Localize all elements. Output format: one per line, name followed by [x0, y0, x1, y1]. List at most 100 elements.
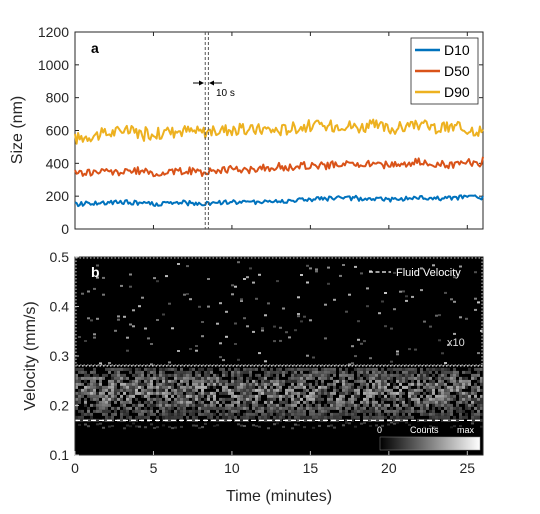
heatmap-cell [387, 403, 390, 407]
heatmap-cell [369, 379, 372, 383]
heatmap-cell-sparse [444, 291, 447, 294]
heatmap-cell [132, 388, 135, 392]
heatmap-cell [174, 388, 177, 392]
heatmap-cell [321, 418, 324, 422]
heatmap-cell [129, 388, 132, 392]
heatmap-cell [96, 382, 99, 386]
heatmap-cell [168, 373, 171, 377]
heatmap-cell [423, 406, 426, 410]
heatmap-cell [189, 373, 192, 377]
heatmap-cell [222, 415, 225, 419]
heatmap-cell [285, 406, 288, 410]
heatmap-cell [465, 385, 468, 389]
heatmap-cell [336, 388, 339, 392]
heatmap-cell [255, 409, 258, 413]
heatmap-cell [270, 373, 273, 377]
heatmap-cell-low [216, 424, 219, 427]
heatmap-cell [192, 382, 195, 386]
heatmap-cell [288, 385, 291, 389]
heatmap-cell [345, 412, 348, 416]
heatmap-cell [81, 370, 84, 374]
heatmap-cell [465, 412, 468, 416]
heatmap-cell [408, 397, 411, 401]
heatmap-cell-sparse [309, 319, 312, 322]
heatmap-cell [207, 409, 210, 413]
heatmap-cell [183, 412, 186, 416]
heatmap-cell-sparse [399, 290, 402, 293]
heatmap-cell [309, 376, 312, 380]
heatmap-cell [321, 376, 324, 380]
heatmap-cell [468, 379, 471, 383]
heatmap-cell [435, 370, 438, 374]
heatmap-cell [402, 367, 405, 371]
heatmap-cell [150, 367, 153, 371]
colorbar: 0 Counts max [377, 425, 481, 451]
heatmap-cell [150, 379, 153, 383]
heatmap-cell [183, 388, 186, 392]
heatmap-cell [390, 373, 393, 377]
heatmap-cell [198, 376, 201, 380]
heatmap-cell [285, 388, 288, 392]
heatmap-cell [300, 415, 303, 419]
heatmap-cell [243, 385, 246, 389]
heatmap-cell [282, 400, 285, 404]
heatmap-cell [180, 412, 183, 416]
heatmap-cell [189, 409, 192, 413]
heatmap-cell [405, 373, 408, 377]
heatmap-cell [357, 409, 360, 413]
heatmap-cell [381, 403, 384, 407]
heatmap-cell [384, 379, 387, 383]
heatmap-cell [444, 406, 447, 410]
heatmap-cell [306, 406, 309, 410]
heatmap-cell [237, 397, 240, 401]
heatmap-cell [177, 415, 180, 419]
heatmap-cell [237, 385, 240, 389]
heatmap-cell-sparse [249, 267, 252, 270]
fluid-velocity-legend-label: Fluid Velocity [396, 267, 461, 279]
heatmap-cell [108, 370, 111, 374]
heatmap-cell-sparse [414, 270, 417, 273]
heatmap-cell [291, 403, 294, 407]
heatmap-cell [156, 373, 159, 377]
heatmap-cell [423, 373, 426, 377]
heatmap-cell [171, 382, 174, 386]
heatmap-cell [294, 397, 297, 401]
heatmap-cell [174, 367, 177, 371]
heatmap-cell [399, 376, 402, 380]
heatmap-cell [258, 376, 261, 380]
panel-a-y-axis-label: Size (nm) [9, 96, 26, 164]
heatmap-cell [342, 370, 345, 374]
heatmap-cell [171, 379, 174, 383]
heatmap-cell-low [84, 423, 87, 426]
heatmap-cell [84, 391, 87, 395]
heatmap-cell [282, 370, 285, 374]
heatmap-cell [147, 376, 150, 380]
heatmap-cell-sparse [279, 339, 282, 342]
heatmap-cell [384, 394, 387, 398]
heatmap-cell [315, 379, 318, 383]
heatmap-cell [228, 391, 231, 395]
heatmap-cell [396, 412, 399, 416]
heatmap-cell [246, 397, 249, 401]
heatmap-cell [342, 373, 345, 377]
heatmap-cell [291, 394, 294, 398]
heatmap-cell [255, 373, 258, 377]
heatmap-cell [120, 418, 123, 422]
heatmap-cell [114, 397, 117, 401]
heatmap-cell-sparse [408, 348, 411, 351]
heatmap-cell [336, 406, 339, 410]
heatmap-cell [453, 373, 456, 377]
heatmap-cell-sparse [423, 320, 426, 323]
heatmap-cell [429, 397, 432, 401]
heatmap-cell [330, 415, 333, 419]
heatmap-cell [432, 397, 435, 401]
heatmap-cell [339, 394, 342, 398]
heatmap-cell [426, 388, 429, 392]
heatmap-cell [321, 379, 324, 383]
heatmap-cell [468, 397, 471, 401]
heatmap-cell [444, 412, 447, 416]
heatmap-cell [453, 388, 456, 392]
heatmap-cell [291, 382, 294, 386]
heatmap-cell [147, 409, 150, 413]
heatmap-cell [318, 385, 321, 389]
